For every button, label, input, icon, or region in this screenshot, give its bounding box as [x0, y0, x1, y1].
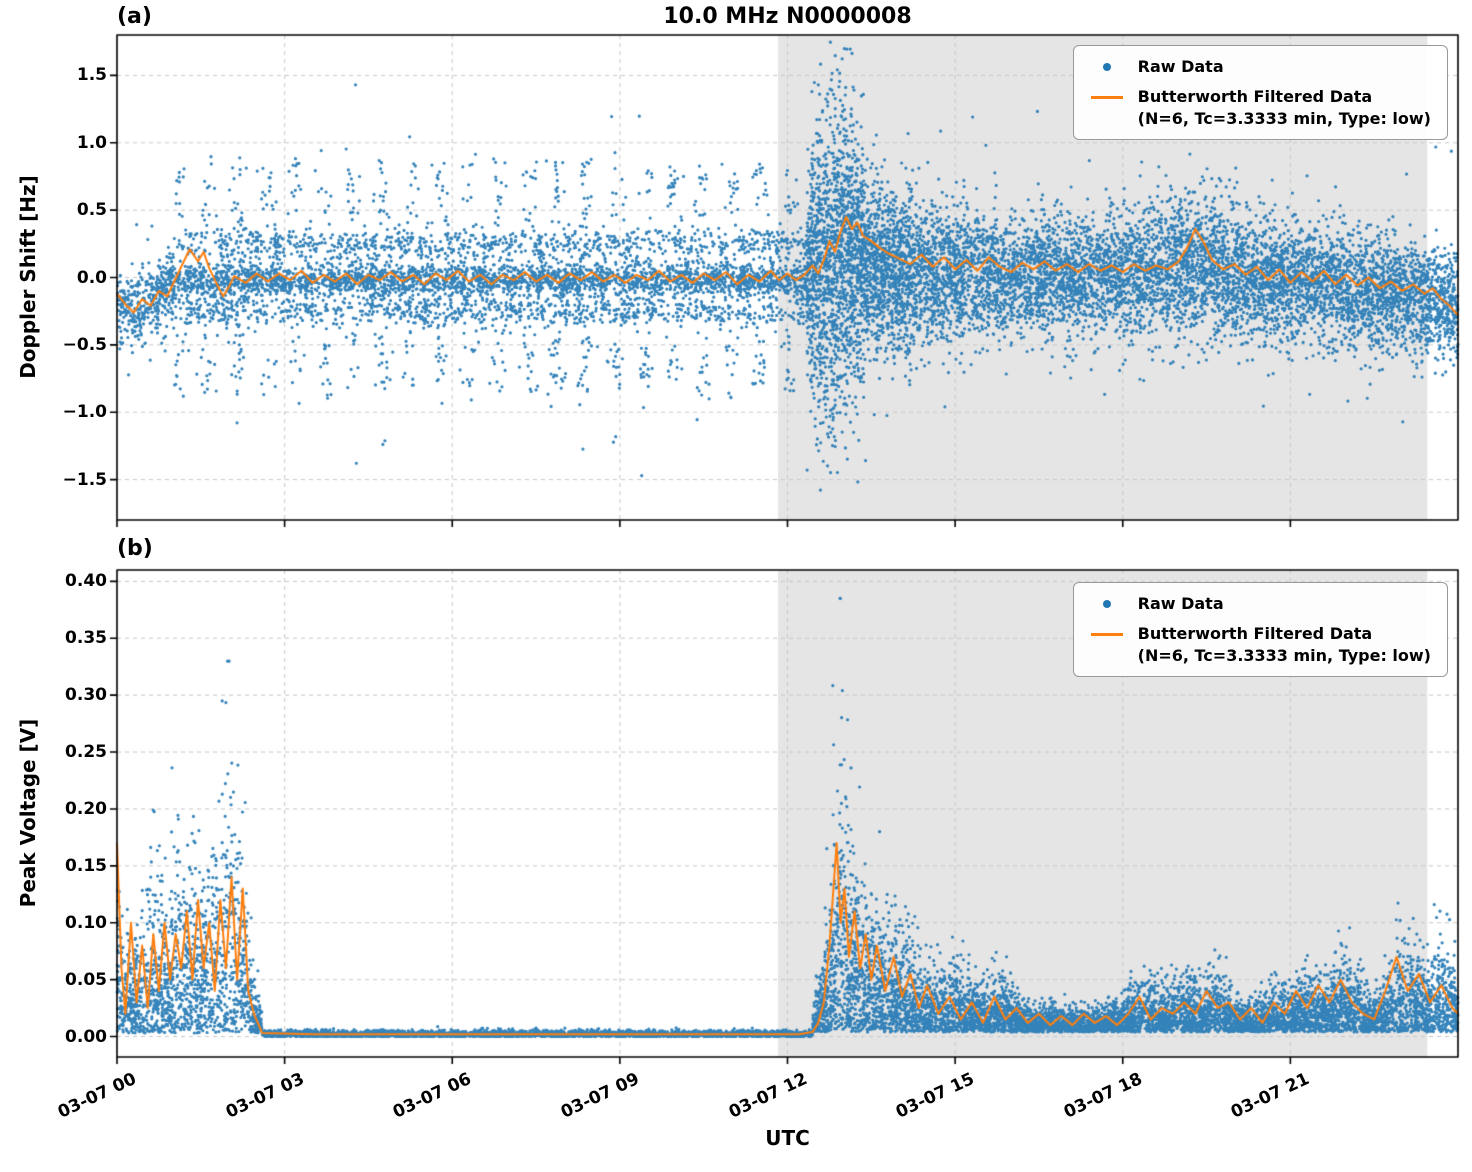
legend-filtered-line1: Butterworth Filtered Data — [1137, 624, 1373, 643]
legend-entry-raw-a: Raw Data — [1090, 56, 1431, 78]
legend-raw-label: Raw Data — [1137, 57, 1224, 76]
y-tick-label: 0.30 — [65, 685, 107, 706]
x-axis-label: UTC — [765, 1126, 810, 1150]
legend-filtered-line1: Butterworth Filtered Data — [1137, 87, 1373, 106]
y-tick-label: 0.0 — [76, 267, 107, 288]
legend-entry-raw-b: Raw Data — [1090, 593, 1431, 615]
legend-filtered-label: Butterworth Filtered Data (N=6, Tc=3.333… — [1138, 86, 1431, 129]
panel-b-label: (b) — [117, 536, 153, 561]
raw-data-dot-icon — [1090, 593, 1124, 615]
legend-raw-label: Raw Data — [1137, 594, 1224, 613]
y-tick-label: 0.5 — [76, 200, 107, 221]
raw-data-dot-icon — [1090, 56, 1124, 78]
filtered-line-icon — [1090, 86, 1124, 108]
chart-title: 10.0 MHz N0000008 — [663, 4, 912, 29]
y-tick-label: 0.20 — [65, 798, 107, 819]
y-tick-label: 0.15 — [65, 855, 107, 876]
y-tick-label: −1.0 — [62, 402, 107, 423]
legend-panel-b: Raw Data Butterworth Filtered Data (N=6,… — [1072, 582, 1448, 678]
legend-panel-a: Raw Data Butterworth Filtered Data (N=6,… — [1072, 45, 1448, 141]
y-tick-label: 0.40 — [65, 571, 107, 592]
legend-entry-filtered-a: Butterworth Filtered Data (N=6, Tc=3.333… — [1090, 86, 1431, 129]
y-tick-label: 0.35 — [65, 628, 107, 649]
y-axis-label-voltage: Peak Voltage [V] — [16, 718, 40, 908]
legend-filtered-line2: (N=6, Tc=3.3333 min, Type: low) — [1137, 108, 1431, 128]
y-tick-label: −1.5 — [62, 469, 107, 490]
y-tick-label: 0.25 — [65, 742, 107, 763]
y-axis-label-doppler: Doppler Shift [Hz] — [16, 175, 40, 379]
legend-filtered-line2: (N=6, Tc=3.3333 min, Type: low) — [1137, 645, 1431, 665]
y-tick-label: 0.10 — [65, 912, 107, 933]
y-tick-label: 0.05 — [65, 969, 107, 990]
legend-filtered-label: Butterworth Filtered Data (N=6, Tc=3.333… — [1138, 623, 1431, 666]
y-tick-label: 0.00 — [65, 1026, 107, 1047]
filtered-line-icon — [1090, 623, 1124, 645]
panel-a-label: (a) — [117, 4, 152, 29]
legend-entry-filtered-b: Butterworth Filtered Data (N=6, Tc=3.333… — [1090, 623, 1431, 666]
y-tick-label: −0.5 — [62, 334, 107, 355]
y-tick-label: 1.0 — [76, 132, 107, 153]
y-tick-label: 1.5 — [76, 65, 107, 86]
